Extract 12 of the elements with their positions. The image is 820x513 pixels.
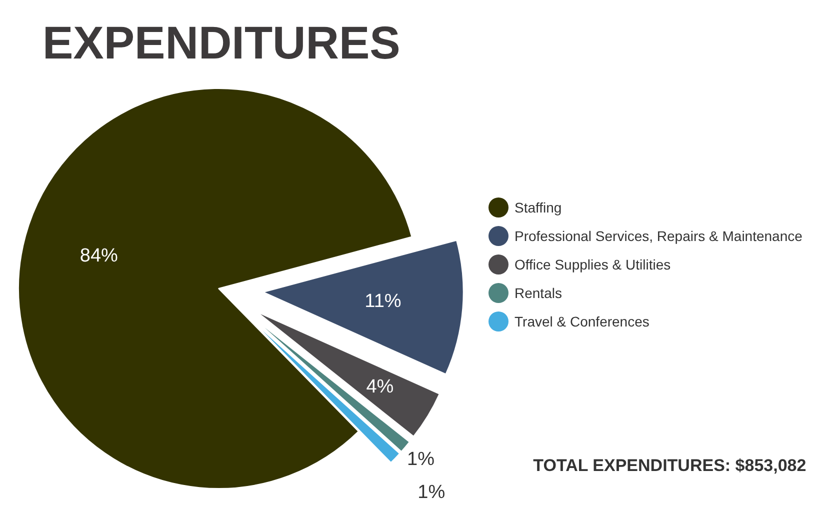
chart-title: EXPENDITURES: [42, 16, 400, 68]
legend-label: Rentals: [514, 285, 562, 301]
legend-label: Travel & Conferences: [514, 314, 650, 330]
data-label: 4%: [366, 376, 394, 398]
legend-label: Professional Services, Repairs & Maintenance: [514, 228, 803, 244]
data-label: 1%: [407, 449, 435, 470]
text: TOTAL EXPENDITURES: $853,082: [533, 456, 806, 475]
data-label: 11%: [364, 291, 402, 312]
legend-label: Office Supplies & Utilities: [514, 256, 671, 272]
data-label: 1%: [418, 482, 446, 504]
legend-label: Staffing: [514, 200, 562, 216]
data-label: 84%: [80, 245, 118, 266]
